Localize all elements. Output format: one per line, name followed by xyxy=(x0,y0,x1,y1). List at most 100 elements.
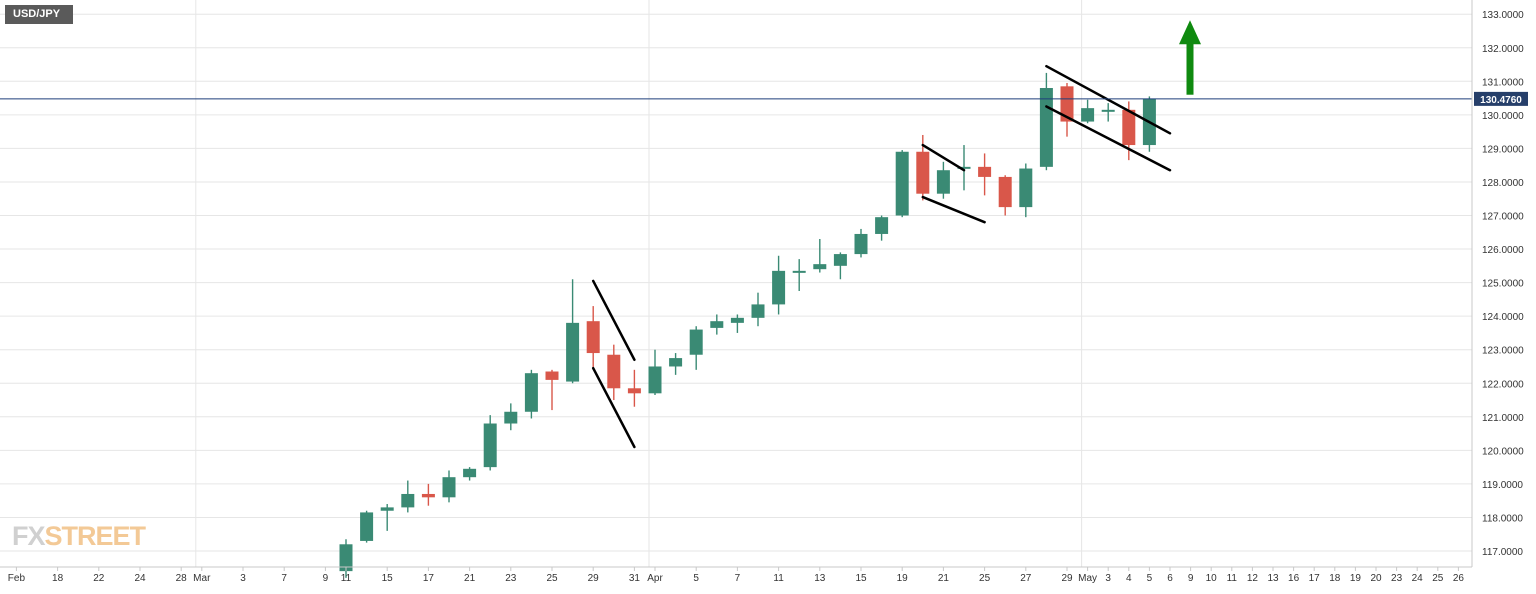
candle-body xyxy=(792,270,806,273)
x-tick-label: 7 xyxy=(281,573,287,584)
candle-body xyxy=(421,493,435,498)
candle-body xyxy=(586,321,600,354)
x-tick-label: 15 xyxy=(855,573,867,584)
y-tick-label: 117.0000 xyxy=(1482,547,1523,558)
candle-body xyxy=(978,166,992,177)
x-tick-label: 7 xyxy=(735,573,741,584)
candle-body xyxy=(895,151,909,216)
candle-body xyxy=(1039,88,1053,167)
y-tick-label: 123.0000 xyxy=(1482,346,1524,357)
y-tick-label: 119.0000 xyxy=(1482,480,1523,491)
x-tick-label: 10 xyxy=(1206,573,1218,584)
candle-body xyxy=(669,358,683,367)
x-tick-label: 26 xyxy=(1453,573,1465,584)
x-tick-label: 16 xyxy=(1288,573,1300,584)
candle-body xyxy=(1060,86,1074,122)
flag-2-lower-line xyxy=(921,195,986,224)
flag-3-upper-line xyxy=(1045,64,1172,135)
x-tick-label: 25 xyxy=(979,573,991,584)
flag-1-lower-line xyxy=(591,366,636,449)
candle-body xyxy=(339,544,353,572)
x-tick-label: 18 xyxy=(1329,573,1341,584)
x-tick-label: May xyxy=(1078,573,1097,584)
y-tick-label: 125.0000 xyxy=(1482,279,1524,290)
candle-body xyxy=(360,512,374,541)
x-tick-label: Mar xyxy=(193,573,211,584)
symbol-label: USD/JPY xyxy=(13,8,61,20)
candle-body xyxy=(957,166,971,169)
x-tick-label: 24 xyxy=(1412,573,1424,584)
x-tick-label: 3 xyxy=(240,573,246,584)
x-tick-label: 22 xyxy=(93,573,105,584)
candle-body xyxy=(710,321,724,328)
logo-street-text: STREET xyxy=(44,521,147,551)
x-tick-label: 13 xyxy=(814,573,826,584)
candle-body xyxy=(401,493,415,508)
y-tick-label: 121.0000 xyxy=(1482,413,1524,424)
x-tick-label: 19 xyxy=(1350,573,1362,584)
candle-body xyxy=(998,176,1012,208)
x-tick-label: 21 xyxy=(464,573,476,584)
x-tick-label: 31 xyxy=(629,573,641,584)
x-tick-label: 13 xyxy=(1267,573,1279,584)
candles xyxy=(339,72,1156,578)
gridlines xyxy=(0,0,1472,567)
candle-body xyxy=(483,423,497,468)
candle-body xyxy=(1101,109,1115,112)
x-tick-label: 3 xyxy=(1105,573,1111,584)
x-tick-label: 12 xyxy=(1247,573,1259,584)
x-tick-label: 18 xyxy=(52,573,64,584)
candle-body xyxy=(524,373,538,412)
fxstreet-logo: FXSTREET xyxy=(12,521,147,552)
y-tick-label: 122.0000 xyxy=(1482,379,1524,390)
x-tick-label: 9 xyxy=(1188,573,1194,584)
candle-body xyxy=(504,411,518,424)
arrow-shaft xyxy=(1186,42,1194,95)
x-tick-label: 25 xyxy=(546,573,558,584)
candle-body xyxy=(380,507,394,511)
x-tick-label: 5 xyxy=(1147,573,1153,584)
x-tick-label: 17 xyxy=(1309,573,1321,584)
x-tick-label: 24 xyxy=(134,573,146,584)
x-tick-label: 23 xyxy=(1391,573,1403,584)
candle-body xyxy=(833,254,847,266)
current-price-line: 130.4760 xyxy=(0,91,1528,106)
y-tick-label: 118.0000 xyxy=(1482,513,1523,524)
y-tick-label: 132.0000 xyxy=(1482,44,1524,55)
x-tick-label: 19 xyxy=(897,573,909,584)
candle-body xyxy=(545,371,559,380)
x-tick-label: 25 xyxy=(1432,573,1444,584)
plot-area xyxy=(0,0,1472,567)
x-tick-label: 15 xyxy=(382,573,394,584)
symbol-badge: USD/JPY xyxy=(5,5,73,24)
y-tick-label: 126.0000 xyxy=(1482,245,1524,256)
y-tick-label: 124.0000 xyxy=(1482,312,1524,323)
x-tick-label: 4 xyxy=(1126,573,1132,584)
candle-body xyxy=(1081,108,1095,122)
x-tick-label: 17 xyxy=(423,573,435,584)
candle-body xyxy=(463,468,477,478)
x-tick-label: 21 xyxy=(938,573,950,584)
axes: 117.0000 118.0000 119.0000 120.0000 121.0000… xyxy=(0,0,1524,584)
flag-3-lower-line xyxy=(1045,105,1172,172)
candle-body xyxy=(1019,168,1033,208)
y-tick-label: 131.0000 xyxy=(1482,77,1524,88)
flag-1-upper-line xyxy=(591,279,636,362)
candle-body xyxy=(689,329,703,355)
candle-body xyxy=(607,354,621,389)
arrow-head xyxy=(1179,20,1201,45)
y-tick-label: 130.0000 xyxy=(1482,111,1524,122)
x-tick-label: 11 xyxy=(341,573,352,584)
x-tick-label: 5 xyxy=(693,573,699,584)
flag-2-upper-line xyxy=(921,143,966,172)
y-tick-label: 120.0000 xyxy=(1482,446,1524,457)
candle-body xyxy=(772,270,786,305)
logo-fx-text: FX xyxy=(12,521,46,551)
candle-body xyxy=(442,477,456,498)
candle-body xyxy=(936,170,950,194)
bullish-arrow xyxy=(1179,20,1201,95)
x-tick-label: 9 xyxy=(323,573,329,584)
flag-pattern-lines xyxy=(591,64,1172,449)
